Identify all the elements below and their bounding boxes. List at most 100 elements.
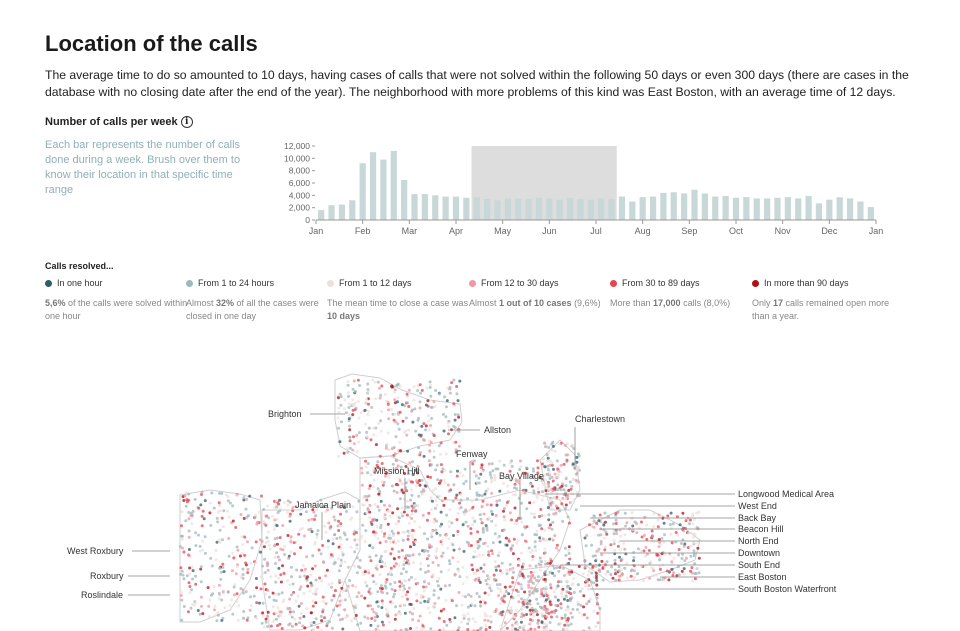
call-dot bbox=[428, 543, 431, 547]
week-bar[interactable] bbox=[401, 179, 408, 220]
week-bar[interactable] bbox=[805, 195, 812, 220]
week-bar[interactable] bbox=[618, 196, 626, 220]
week-bar[interactable] bbox=[359, 163, 366, 220]
week-bar[interactable] bbox=[587, 199, 594, 220]
week-bar[interactable] bbox=[608, 199, 615, 220]
week-bar[interactable] bbox=[463, 197, 470, 220]
week-bar[interactable] bbox=[681, 193, 688, 220]
call-dot bbox=[499, 602, 503, 606]
legend-item[interactable]: From 12 to 30 days Almost 1 out of 10 cas… bbox=[469, 278, 619, 310]
week-bar[interactable] bbox=[525, 199, 532, 220]
week-bar[interactable] bbox=[753, 198, 760, 220]
call-dot bbox=[416, 464, 420, 468]
call-dot bbox=[371, 426, 375, 430]
boston-calls-map[interactable]: BrightonAllstonCharlestownFenwayMission … bbox=[0, 360, 960, 631]
call-dot bbox=[436, 579, 439, 583]
info-icon[interactable]: i bbox=[180, 116, 193, 128]
week-bar[interactable] bbox=[369, 152, 377, 220]
week-bar[interactable] bbox=[390, 150, 397, 220]
call-dot bbox=[596, 611, 600, 615]
week-bar[interactable] bbox=[867, 207, 874, 220]
legend-item[interactable]: From 1 to 12 days The mean time to close … bbox=[327, 278, 477, 323]
week-bar[interactable] bbox=[318, 210, 325, 220]
week-bar[interactable] bbox=[795, 198, 802, 220]
week-bar[interactable] bbox=[452, 196, 460, 220]
week-bar[interactable] bbox=[535, 197, 543, 220]
week-bar[interactable] bbox=[774, 197, 781, 220]
week-bar[interactable] bbox=[328, 205, 335, 220]
week-bar[interactable] bbox=[484, 199, 491, 220]
x-tick-label: Feb bbox=[355, 226, 371, 236]
call-dot bbox=[203, 551, 207, 555]
call-dot bbox=[529, 570, 533, 574]
call-dot bbox=[431, 561, 435, 564]
legend-item[interactable]: From 30 to 89 days More than 17,000 calls… bbox=[610, 278, 760, 310]
week-bar[interactable] bbox=[473, 197, 480, 220]
week-bar[interactable] bbox=[639, 197, 646, 220]
call-dot bbox=[544, 585, 547, 589]
call-dot bbox=[517, 516, 520, 520]
week-bar[interactable] bbox=[411, 194, 418, 220]
call-dot bbox=[407, 428, 411, 432]
call-dot bbox=[432, 593, 436, 597]
week-bar[interactable] bbox=[815, 203, 823, 220]
call-dot bbox=[400, 506, 404, 510]
week-bar[interactable] bbox=[598, 198, 605, 220]
week-bar[interactable] bbox=[566, 197, 574, 220]
week-bar[interactable] bbox=[577, 199, 584, 220]
call-dot bbox=[450, 521, 454, 525]
call-dot bbox=[565, 579, 569, 583]
call-dot bbox=[407, 478, 411, 482]
call-dot bbox=[190, 588, 193, 592]
call-dot bbox=[553, 534, 557, 538]
brush-selection[interactable] bbox=[471, 146, 617, 220]
legend-item[interactable]: In one hour 5,6% of the calls were solved… bbox=[45, 278, 195, 323]
legend-item[interactable]: From 1 to 24 hours Almost 32% of all the … bbox=[186, 278, 336, 323]
call-dot bbox=[485, 528, 489, 532]
week-bar[interactable] bbox=[722, 195, 729, 220]
week-bar[interactable] bbox=[349, 200, 356, 220]
week-bar[interactable] bbox=[712, 196, 719, 220]
call-dot bbox=[266, 504, 270, 508]
week-bar[interactable] bbox=[826, 199, 833, 220]
week-bar[interactable] bbox=[732, 197, 740, 220]
call-dot bbox=[314, 578, 318, 582]
legend-color-dot bbox=[45, 279, 52, 287]
week-bar[interactable] bbox=[442, 196, 449, 220]
call-dot bbox=[657, 538, 661, 541]
call-dot bbox=[455, 604, 458, 608]
call-dot bbox=[692, 535, 695, 539]
week-bar[interactable] bbox=[546, 198, 553, 220]
call-dot bbox=[511, 544, 515, 548]
week-bar[interactable] bbox=[338, 204, 346, 220]
legend-item[interactable]: In more than 90 days Only 17 calls remain… bbox=[752, 278, 902, 323]
week-bar[interactable] bbox=[701, 193, 708, 220]
week-bar[interactable] bbox=[432, 195, 439, 220]
call-dot bbox=[346, 391, 350, 395]
week-bar[interactable] bbox=[515, 198, 522, 220]
week-bar[interactable] bbox=[380, 159, 387, 220]
week-bar[interactable] bbox=[764, 198, 771, 220]
week-bar[interactable] bbox=[836, 197, 843, 220]
week-bar[interactable] bbox=[743, 197, 750, 220]
week-bar[interactable] bbox=[784, 197, 791, 220]
week-bar[interactable] bbox=[494, 200, 501, 220]
week-bar[interactable] bbox=[691, 189, 698, 220]
week-bar[interactable] bbox=[660, 192, 667, 220]
call-dot bbox=[611, 576, 615, 580]
call-dot bbox=[640, 535, 644, 539]
call-dot bbox=[365, 498, 369, 502]
week-bar[interactable] bbox=[846, 198, 854, 220]
call-dot bbox=[267, 539, 270, 543]
week-bar[interactable] bbox=[421, 194, 428, 220]
call-dot bbox=[423, 484, 427, 488]
week-bar[interactable] bbox=[504, 198, 511, 220]
week-bar[interactable] bbox=[629, 201, 636, 221]
call-dot bbox=[477, 481, 481, 485]
week-bar[interactable] bbox=[556, 199, 563, 220]
week-bar[interactable] bbox=[649, 196, 657, 220]
call-dot bbox=[303, 567, 307, 571]
week-bar[interactable] bbox=[857, 201, 864, 221]
week-bar[interactable] bbox=[670, 192, 677, 220]
